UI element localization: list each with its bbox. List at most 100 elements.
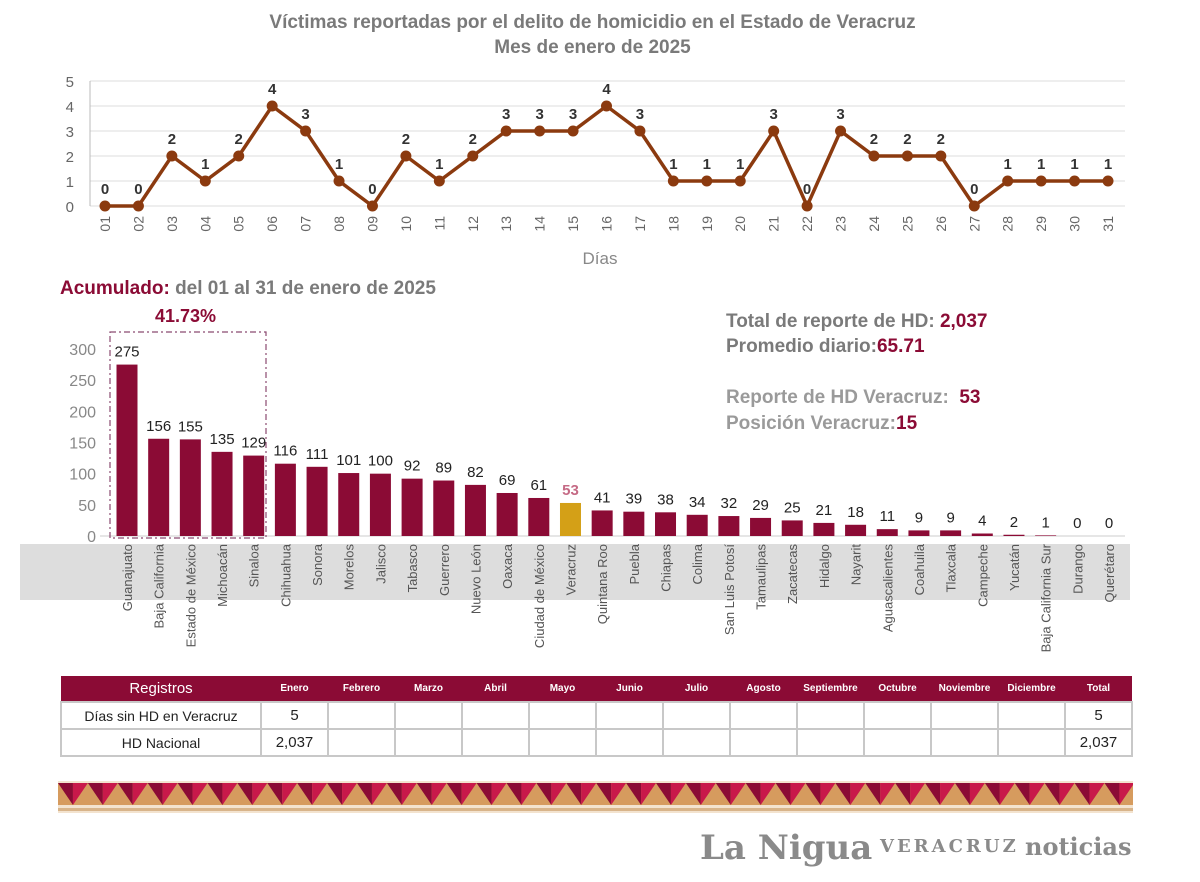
table-cell (528, 701, 597, 730)
data-label: 3 (836, 106, 844, 123)
data-label: 3 (569, 106, 577, 123)
bar (496, 492, 518, 536)
border-triangle (386, 783, 402, 805)
x-tick-label: 04 (197, 216, 213, 232)
border-triangle (1089, 783, 1105, 805)
bar-value-label: 1 (1041, 514, 1049, 531)
bar-value-label: 2 (1010, 514, 1018, 531)
category-label: Oaxaca (500, 543, 515, 589)
table-cell (997, 701, 1066, 730)
title-line-1: Víctimas reportadas por el delito de hom… (269, 12, 916, 33)
border-triangle (685, 783, 701, 805)
veracruz-label: Reporte de HD Veracruz: (726, 387, 949, 408)
data-label: 2 (235, 131, 243, 148)
bar-value-label: 116 (273, 443, 297, 460)
bar (591, 510, 613, 536)
border-triangle (147, 783, 163, 805)
bar (306, 466, 328, 536)
category-label: Chihuahua (278, 543, 293, 607)
border-triangle (775, 783, 791, 805)
data-label: 0 (970, 181, 978, 198)
y-tick-label: 250 (69, 373, 96, 390)
category-label: Quintana Roo (595, 544, 610, 624)
category-label: Estado de México (183, 544, 198, 647)
border-triangle (820, 783, 836, 805)
category-label: Sinaloa (247, 543, 262, 587)
x-tick-label: 18 (665, 216, 681, 232)
table-cell (461, 701, 530, 730)
bar (876, 529, 898, 536)
bar-value-label: 92 (404, 458, 421, 475)
column-header: Noviembre (931, 676, 998, 702)
table-cell (729, 728, 798, 757)
watermark-text-left: VERACRUZ (880, 836, 1019, 857)
bar (116, 364, 138, 536)
column-header: Total (1065, 676, 1132, 702)
category-label: Durango (1070, 544, 1085, 594)
border-triangle (551, 783, 567, 805)
position-stat: Posición Veracruz:15 (726, 413, 917, 435)
data-label: 3 (636, 106, 644, 123)
table-cell (662, 728, 731, 757)
data-point (634, 125, 646, 137)
table-cell (863, 728, 932, 757)
bar-value-label: 4 (978, 513, 986, 530)
x-axis-label: Días (583, 249, 618, 268)
x-tick-label: 25 (899, 216, 915, 232)
data-point (233, 150, 245, 162)
border-triangle (461, 783, 477, 805)
border-triangle (700, 783, 716, 805)
data-label: 2 (402, 131, 410, 148)
border-triangle (626, 783, 642, 805)
records-table: Registros Enero Febrero Marzo Abril Mayo Junio… (60, 676, 1133, 757)
x-tick-label: 02 (130, 216, 146, 232)
x-tick-label: 21 (766, 216, 782, 232)
data-point (567, 125, 579, 137)
bar-value-label: 0 (1105, 515, 1113, 532)
table-cell: 2,037 (260, 728, 329, 757)
table-cell: 2,037 (1064, 728, 1133, 757)
border-triangle (955, 783, 970, 805)
bar (971, 533, 993, 536)
veracruz-stat: Reporte de HD Veracruz: 53 (726, 387, 981, 409)
border-triangle (984, 783, 1000, 805)
border-triangle (895, 783, 911, 805)
total-label: Total de reporte de HD: (726, 311, 935, 332)
y-tick-label: 4 (66, 99, 74, 116)
border-band (58, 783, 1133, 805)
data-label: 0 (368, 181, 376, 198)
table-cell (528, 728, 597, 757)
table-cell (796, 728, 865, 757)
bar (369, 473, 391, 536)
bar-value-label: 89 (435, 460, 452, 477)
bar-value-label: 69 (499, 472, 516, 489)
x-tick-label: 12 (465, 216, 481, 232)
bar (1035, 535, 1057, 536)
bar (148, 438, 170, 536)
border-triangle (656, 783, 671, 805)
position-label: Posición Veracruz: (726, 413, 897, 434)
bar (243, 455, 265, 536)
table-cell (394, 701, 463, 730)
column-header: Julio (663, 676, 730, 702)
bar-value-label: 111 (306, 446, 329, 463)
data-label: 1 (703, 156, 711, 173)
y-tick-label: 300 (69, 342, 96, 359)
bar (274, 463, 296, 536)
column-header: Marzo (395, 676, 462, 702)
category-label: Guerrero (437, 544, 452, 596)
bar (179, 439, 201, 536)
border-triangle (745, 783, 761, 805)
category-label: Veracruz (563, 544, 578, 595)
column-header: Diciembre (998, 676, 1065, 702)
bar-value-label: 61 (530, 477, 547, 494)
data-point (701, 175, 713, 187)
avg-value: 65.71 (876, 336, 925, 357)
data-point (534, 125, 546, 137)
border-triangle (58, 783, 73, 805)
border-triangle (536, 783, 552, 805)
bar-value-label: 38 (657, 491, 674, 508)
table-cell (863, 701, 932, 730)
x-tick-label: 06 (264, 216, 280, 232)
x-tick-label: 11 (431, 216, 447, 231)
